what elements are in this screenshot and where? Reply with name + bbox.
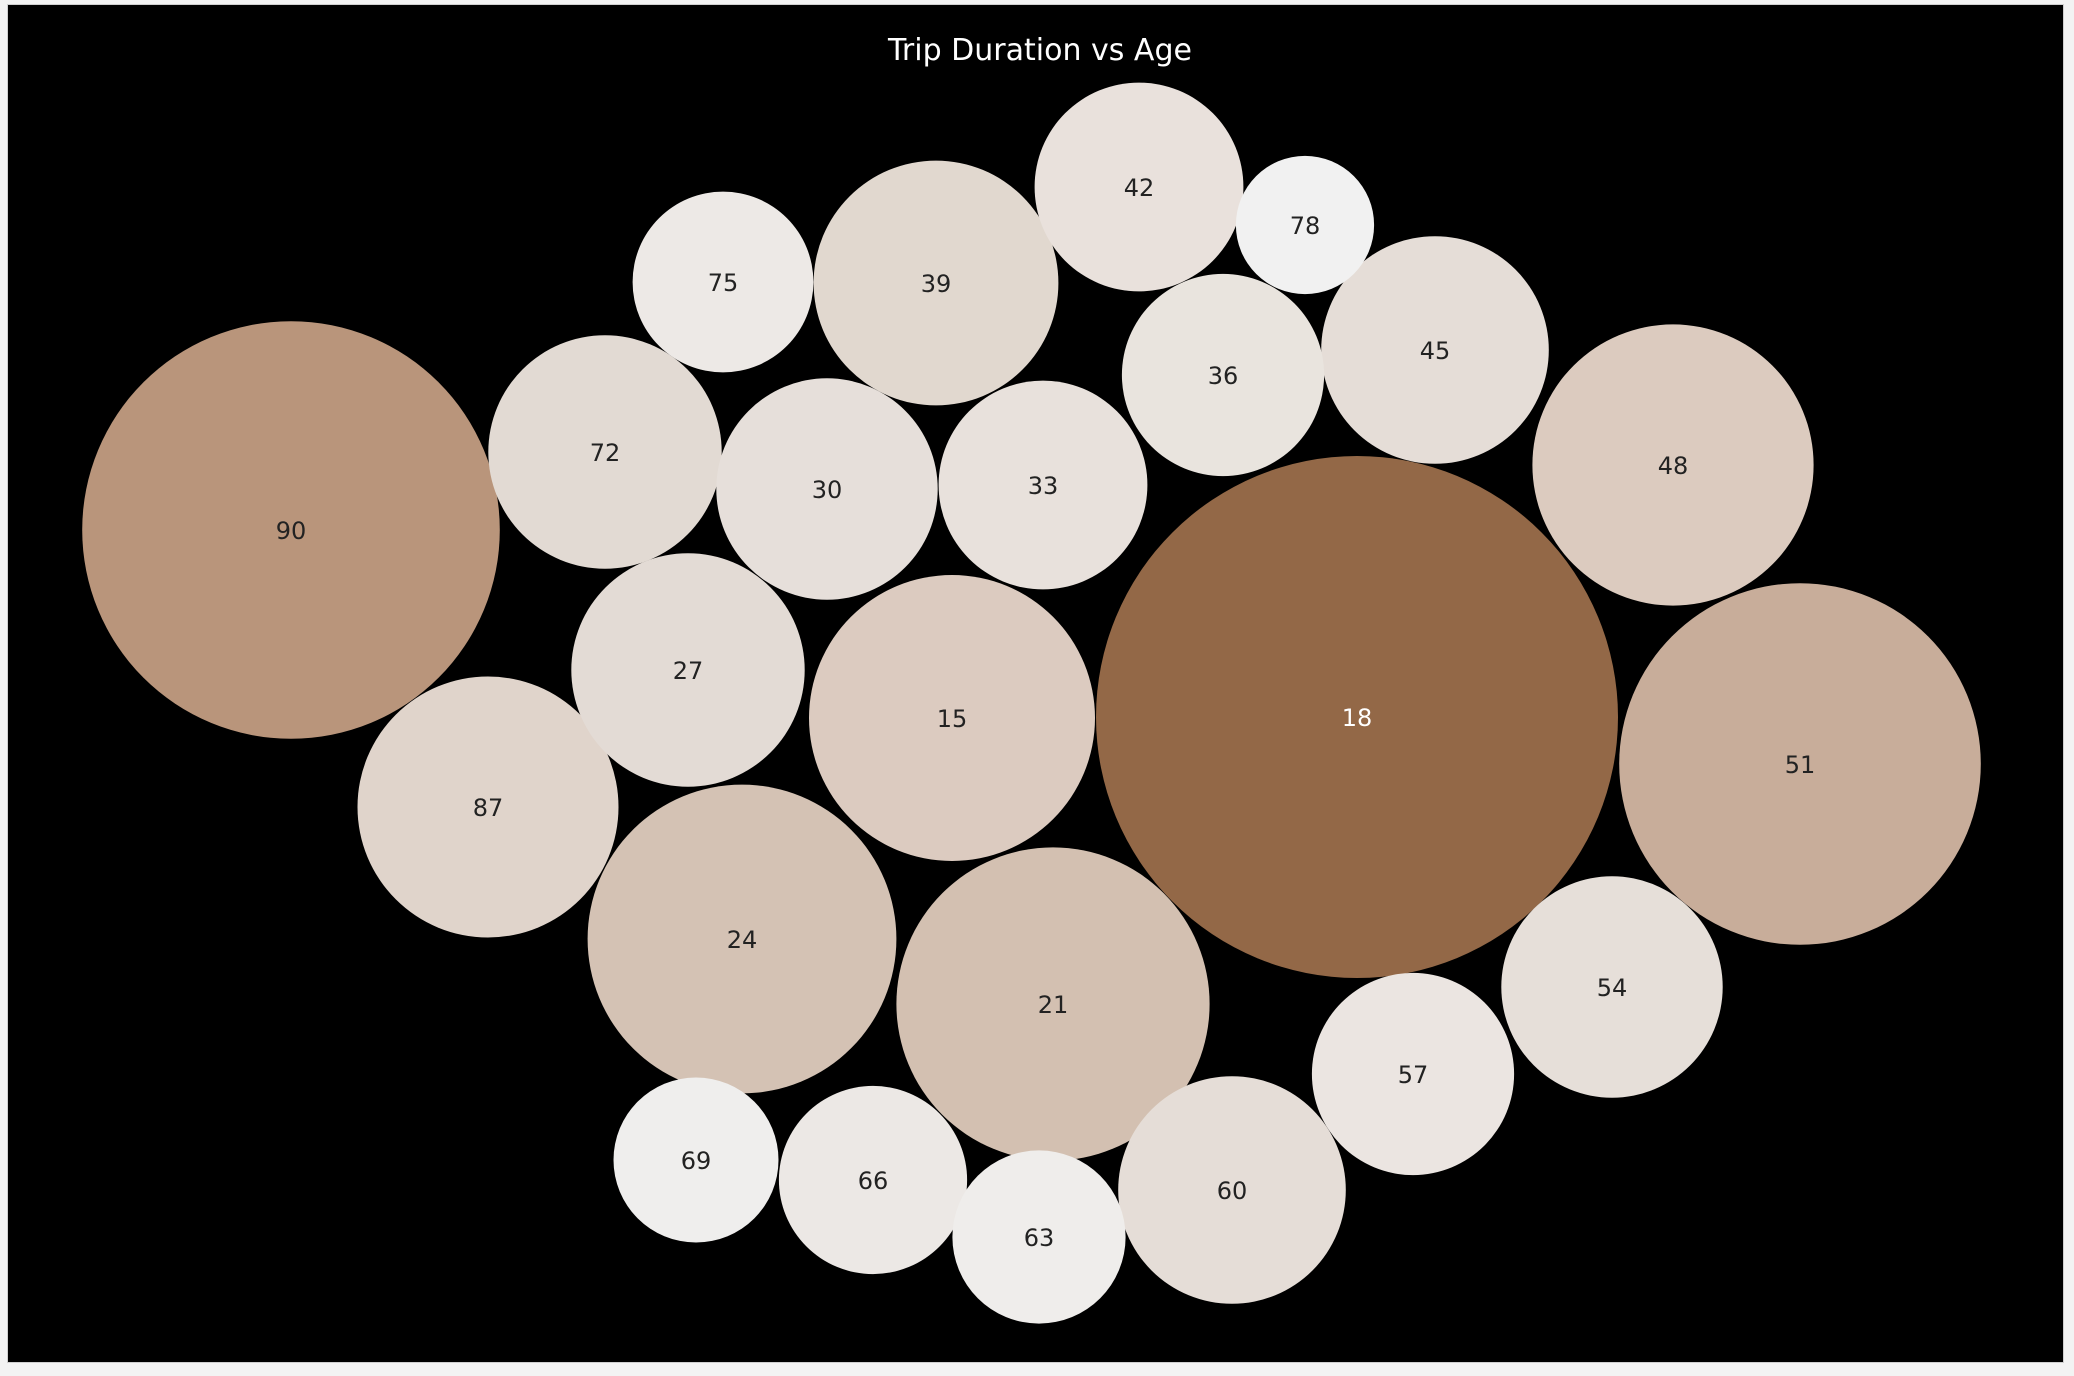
- bubble-age-45[interactable]: 45: [1321, 236, 1549, 464]
- bubble-label: 42: [1124, 174, 1155, 202]
- bubble-circle[interactable]: [1034, 82, 1244, 292]
- bubble-circle[interactable]: [1619, 583, 1981, 945]
- bubble-age-78[interactable]: 78: [1235, 155, 1375, 295]
- bubble-label: 69: [681, 1147, 712, 1175]
- bubble-circle[interactable]: [1235, 155, 1375, 295]
- bubble-circle[interactable]: [1096, 456, 1618, 978]
- bubble-circle[interactable]: [813, 160, 1059, 406]
- bubble-label: 21: [1038, 991, 1069, 1019]
- bubble-age-30[interactable]: 30: [716, 378, 938, 600]
- bubble-circle[interactable]: [571, 553, 805, 787]
- bubble-circle[interactable]: [1311, 972, 1515, 1176]
- bubble-circle[interactable]: [1501, 876, 1723, 1098]
- bubble-age-24[interactable]: 24: [587, 784, 897, 1094]
- bubble-label: 24: [727, 926, 758, 954]
- bubble-age-33[interactable]: 33: [938, 380, 1148, 590]
- bubble-age-21[interactable]: 21: [896, 847, 1210, 1161]
- bubble-label: 87: [473, 794, 504, 822]
- bubble-circle[interactable]: [1321, 236, 1549, 464]
- bubble-label: 54: [1597, 974, 1628, 1002]
- chart-area: Trip Duration vs Age 90 18 51 21 24 15 48 87 39 7…: [7, 4, 2064, 1363]
- bubble-age-18[interactable]: 18: [1096, 456, 1618, 978]
- bubble-age-72[interactable]: 72: [488, 335, 722, 569]
- bubble-circle[interactable]: [1118, 1076, 1346, 1304]
- bubble-label: 63: [1024, 1224, 1055, 1252]
- bubble-age-36[interactable]: 36: [1121, 273, 1325, 477]
- bubble-label: 48: [1658, 452, 1689, 480]
- bubble-circle[interactable]: [587, 784, 897, 1094]
- bubble-circle[interactable]: [632, 191, 814, 373]
- bubble-circle[interactable]: [357, 676, 619, 938]
- bubble-age-48[interactable]: 48: [1532, 324, 1814, 606]
- bubble-circle[interactable]: [778, 1085, 968, 1275]
- bubble-circle[interactable]: [1121, 273, 1325, 477]
- bubble-label: 66: [858, 1167, 889, 1195]
- bubble-label: 60: [1217, 1177, 1248, 1205]
- bubble-circle[interactable]: [809, 575, 1095, 861]
- bubble-label: 72: [590, 439, 621, 467]
- bubble-label: 45: [1420, 337, 1451, 365]
- bubble-age-42[interactable]: 42: [1034, 82, 1244, 292]
- bubble-circle[interactable]: [952, 1150, 1126, 1324]
- bubble-circle[interactable]: [1532, 324, 1814, 606]
- bubble-age-39[interactable]: 39: [813, 160, 1059, 406]
- bubble-age-15[interactable]: 15: [809, 575, 1095, 861]
- bubble-label: 39: [921, 270, 952, 298]
- bubble-label: 30: [812, 476, 843, 504]
- bubble-label: 75: [708, 269, 739, 297]
- bubble-label: 51: [1785, 751, 1816, 779]
- bubble-age-75[interactable]: 75: [632, 191, 814, 373]
- bubble-circle[interactable]: [716, 378, 938, 600]
- bubble-circle[interactable]: [613, 1077, 779, 1243]
- bubble-age-69[interactable]: 69: [613, 1077, 779, 1243]
- bubble-age-60[interactable]: 60: [1118, 1076, 1346, 1304]
- bubble-label: 90: [276, 517, 307, 545]
- bubble-label: 15: [937, 705, 968, 733]
- bubble-age-51[interactable]: 51: [1619, 583, 1981, 945]
- bubble-label: 18: [1342, 704, 1373, 732]
- bubble-age-57[interactable]: 57: [1311, 972, 1515, 1176]
- bubble-age-87[interactable]: 87: [357, 676, 619, 938]
- bubble-age-54[interactable]: 54: [1501, 876, 1723, 1098]
- bubbles-layer: 90 18 51 21 24 15 48 87 39 72 27 45 60 30 54 33 42 36 57 66…: [82, 82, 1981, 1324]
- bubble-age-90[interactable]: 90: [82, 321, 500, 739]
- bubble-chart-svg: Trip Duration vs Age 90 18 51 21 24 15 48 87 39 7…: [82, 33, 1981, 1324]
- bubble-age-27[interactable]: 27: [571, 553, 805, 787]
- bubble-circle[interactable]: [938, 380, 1148, 590]
- bubble-circle[interactable]: [82, 321, 500, 739]
- bubble-age-66[interactable]: 66: [778, 1085, 968, 1275]
- bubble-label: 78: [1290, 212, 1321, 240]
- bubble-label: 27: [673, 657, 704, 685]
- bubble-circle[interactable]: [896, 847, 1210, 1161]
- bubble-circle[interactable]: [488, 335, 722, 569]
- bubble-label: 36: [1208, 362, 1239, 390]
- chart-title: Trip Duration vs Age: [887, 33, 1192, 68]
- bubble-label: 33: [1028, 472, 1059, 500]
- bubble-age-63[interactable]: 63: [952, 1150, 1126, 1324]
- bubble-label: 57: [1398, 1061, 1429, 1089]
